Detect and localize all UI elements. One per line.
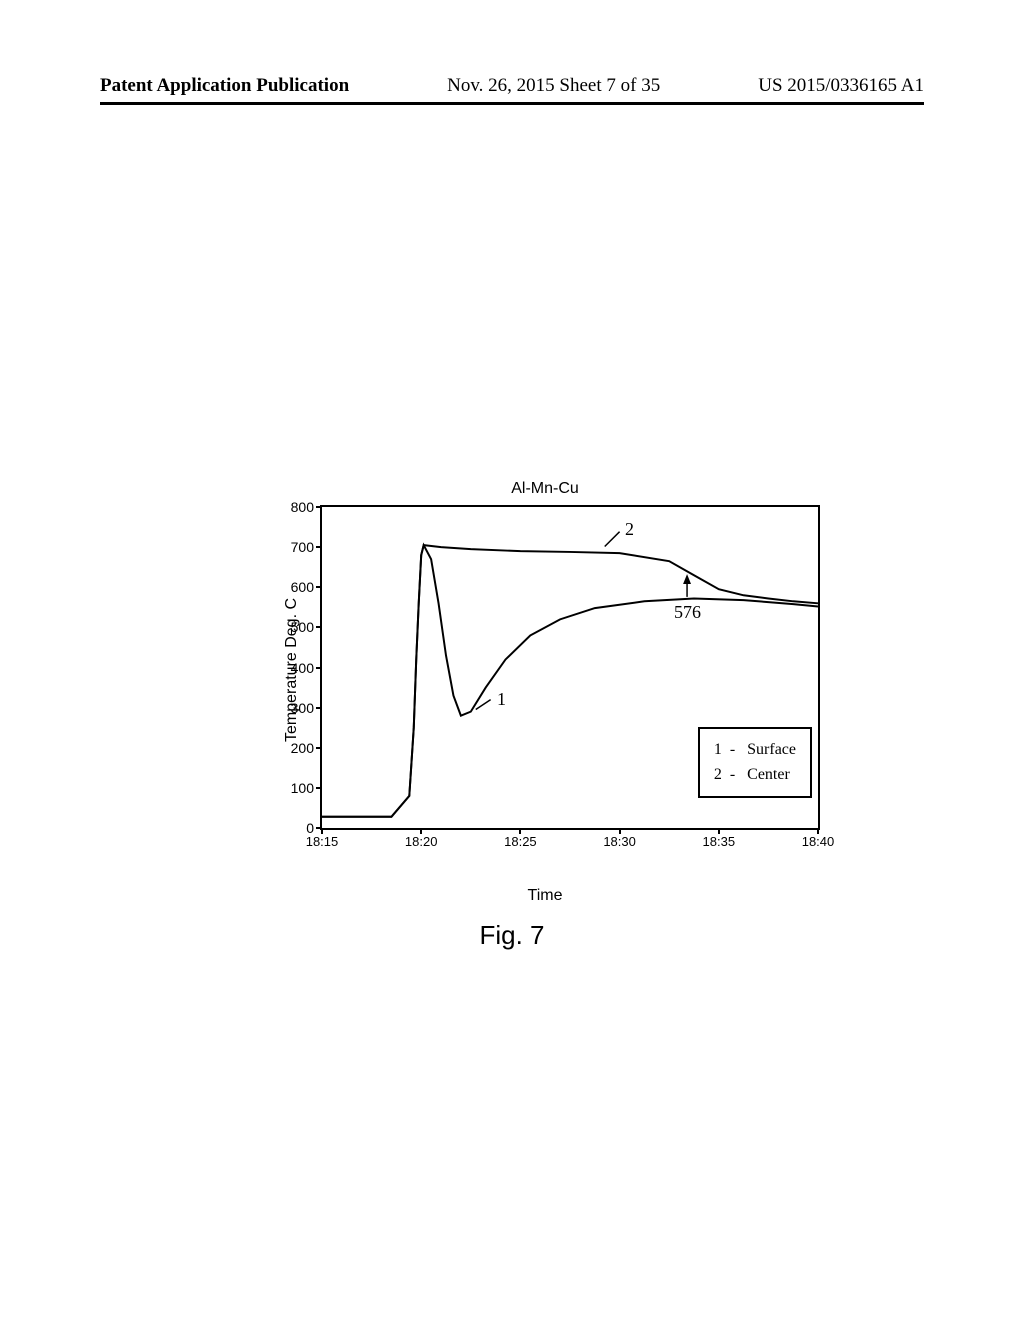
x-tick-mark bbox=[420, 828, 422, 834]
x-tick-mark bbox=[817, 828, 819, 834]
y-tick-mark bbox=[316, 506, 322, 508]
y-tick-mark bbox=[316, 707, 322, 709]
legend-label-1: Surface bbox=[747, 741, 796, 758]
legend-item-1: 1 - Surface bbox=[714, 737, 796, 763]
chart-title: Al-Mn-Cu bbox=[511, 480, 579, 498]
x-tick-mark bbox=[519, 828, 521, 834]
x-tick-mark bbox=[718, 828, 720, 834]
y-tick-mark bbox=[316, 626, 322, 628]
legend-num-2: 2 bbox=[714, 766, 722, 783]
plot-area: 576 1 2 1 - Surface 2 - Center 010020030… bbox=[320, 505, 820, 830]
annotation-576: 576 bbox=[674, 602, 701, 623]
y-tick-mark bbox=[316, 667, 322, 669]
y-tick-mark bbox=[316, 787, 322, 789]
legend-label-2: Center bbox=[747, 766, 790, 783]
x-tick-mark bbox=[321, 828, 323, 834]
legend-box: 1 - Surface 2 - Center bbox=[698, 727, 812, 798]
header-left: Patent Application Publication bbox=[100, 75, 349, 97]
annotation-label-1: 1 bbox=[497, 689, 506, 710]
y-tick-mark bbox=[316, 747, 322, 749]
chart-container: Al-Mn-Cu Temperature Deg. C Time 576 1 2… bbox=[265, 480, 825, 860]
x-tick-mark bbox=[619, 828, 621, 834]
y-tick-mark bbox=[316, 546, 322, 548]
header-right: US 2015/0336165 A1 bbox=[758, 75, 924, 97]
header-rule bbox=[100, 102, 924, 105]
legend-num-1: 1 bbox=[714, 741, 722, 758]
page-header: Patent Application Publication Nov. 26, … bbox=[0, 75, 1024, 97]
header-center: Nov. 26, 2015 Sheet 7 of 35 bbox=[447, 75, 660, 97]
annotation-label-2: 2 bbox=[625, 519, 634, 540]
legend-item-2: 2 - Center bbox=[714, 762, 796, 788]
figure-caption: Fig. 7 bbox=[479, 920, 544, 951]
x-axis-label: Time bbox=[528, 887, 563, 905]
y-tick-mark bbox=[316, 586, 322, 588]
